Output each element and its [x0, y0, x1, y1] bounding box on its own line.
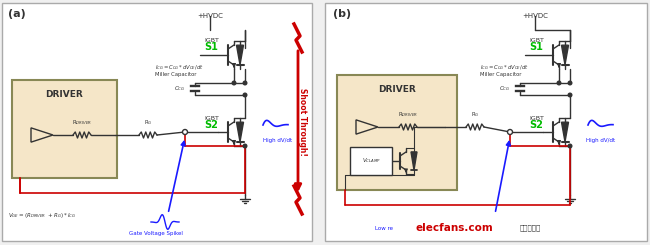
- Circle shape: [568, 144, 572, 148]
- Text: Shoot Through!: Shoot Through!: [298, 88, 307, 156]
- Circle shape: [243, 93, 247, 97]
- Bar: [337, 75, 457, 190]
- Polygon shape: [411, 152, 417, 170]
- Text: R$_G$: R$_G$: [144, 119, 152, 127]
- Text: High dV/dt: High dV/dt: [586, 137, 615, 143]
- Circle shape: [232, 81, 236, 85]
- Text: R$_G$: R$_G$: [471, 110, 479, 120]
- Text: $V_{GE}=(R_{DRIVER}\ +R_G)*I_{CG}$: $V_{GE}=(R_{DRIVER}\ +R_G)*I_{CG}$: [8, 210, 76, 220]
- Text: IGBT: IGBT: [204, 37, 219, 42]
- Text: R$_{DRIVER}$: R$_{DRIVER}$: [72, 119, 92, 127]
- Text: 電子發燒友: 電子發燒友: [520, 225, 541, 231]
- Text: (b): (b): [333, 9, 351, 19]
- Text: R$_{DRIVER}$: R$_{DRIVER}$: [398, 110, 418, 120]
- Text: (a): (a): [8, 9, 26, 19]
- Text: DRIVER: DRIVER: [46, 89, 83, 98]
- Text: S1: S1: [204, 42, 218, 52]
- Text: $C_{CG}$: $C_{CG}$: [174, 85, 185, 93]
- Polygon shape: [237, 45, 244, 65]
- Text: $C_{CG}$: $C_{CG}$: [499, 85, 510, 93]
- Circle shape: [183, 130, 187, 135]
- Text: Low re: Low re: [375, 225, 393, 231]
- Text: $I_{CG}=C_{CG}*dV_{CE}/dt$: $I_{CG}=C_{CG}*dV_{CE}/dt$: [155, 64, 203, 73]
- Bar: [2, 3, 312, 241]
- Circle shape: [568, 93, 572, 97]
- Bar: [12, 80, 117, 178]
- Text: S2: S2: [529, 120, 543, 130]
- Circle shape: [243, 81, 247, 85]
- Text: IGBT: IGBT: [204, 115, 219, 121]
- Text: Gate Voltage Spikel: Gate Voltage Spikel: [129, 231, 183, 235]
- Text: DRIVER: DRIVER: [378, 85, 416, 94]
- Bar: [325, 3, 647, 241]
- Text: S1: S1: [529, 42, 543, 52]
- Text: High dV/dt: High dV/dt: [263, 137, 292, 143]
- Text: Miller Capacitor: Miller Capacitor: [480, 72, 521, 76]
- Polygon shape: [562, 45, 569, 65]
- Circle shape: [243, 144, 247, 148]
- Polygon shape: [562, 122, 569, 142]
- Text: +HVDC: +HVDC: [522, 13, 548, 19]
- Circle shape: [568, 81, 572, 85]
- Text: $V_{CLAMP}$: $V_{CLAMP}$: [361, 157, 380, 165]
- Bar: [350, 147, 392, 175]
- Polygon shape: [237, 122, 244, 142]
- Circle shape: [557, 81, 561, 85]
- Text: IGBT: IGBT: [529, 37, 544, 42]
- Text: Miller Capacitor: Miller Capacitor: [155, 72, 196, 76]
- Text: +HVDC: +HVDC: [197, 13, 223, 19]
- Text: elecfans.com: elecfans.com: [415, 223, 493, 233]
- Text: S2: S2: [204, 120, 218, 130]
- Text: $I_{CG}=C_{CG}*dV_{CE}/dt$: $I_{CG}=C_{CG}*dV_{CE}/dt$: [480, 64, 528, 73]
- Text: IGBT: IGBT: [529, 115, 544, 121]
- Circle shape: [508, 130, 512, 135]
